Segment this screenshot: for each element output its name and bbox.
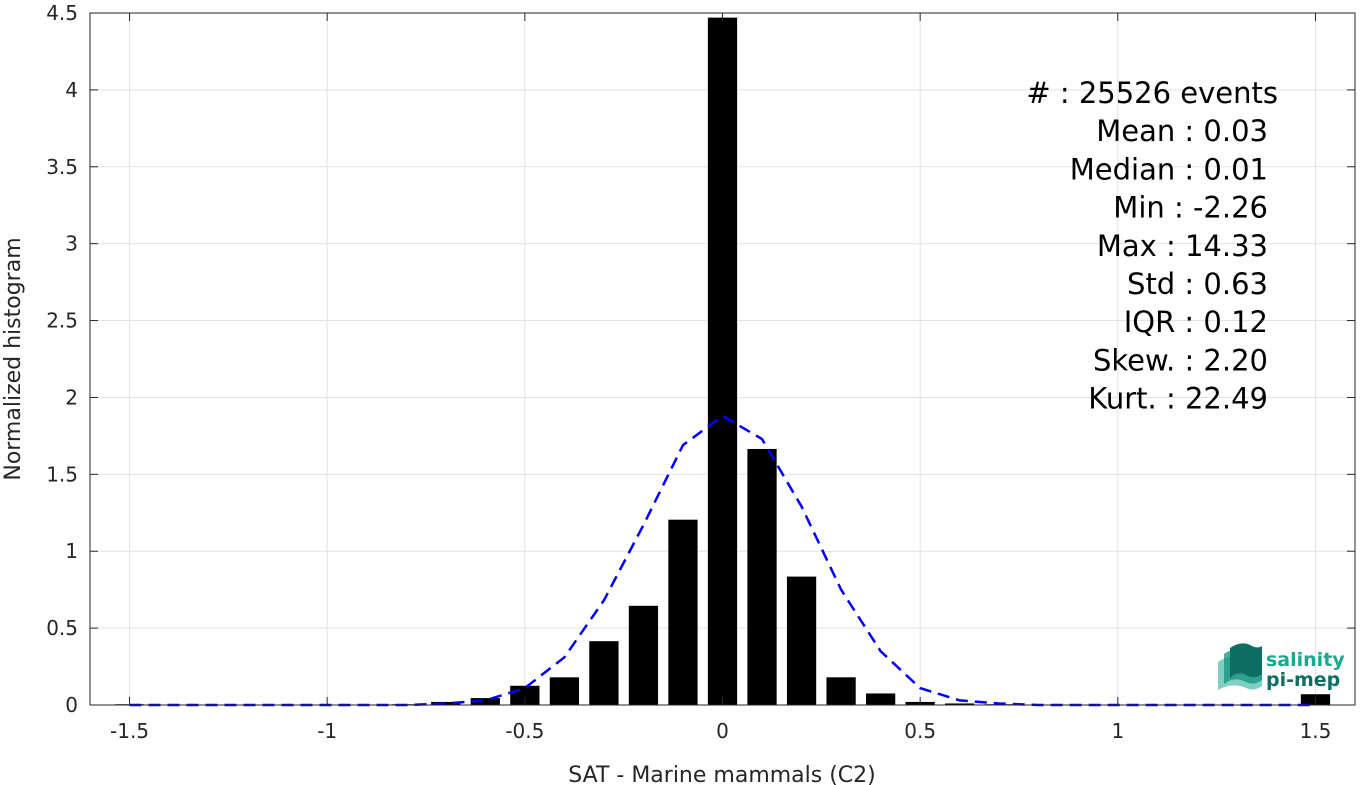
y-tick-label: 0 (65, 693, 78, 717)
histogram-bar (707, 17, 738, 705)
stats-box: # : 25526 events Mean : 0.03 Median : 0.01… (1026, 76, 1278, 416)
y-tick-label: 2 (65, 385, 78, 409)
logo-wave-icon (1218, 643, 1262, 690)
x-tick-label: 1 (1111, 719, 1124, 743)
stat-line: Std : 0.63 (1127, 267, 1268, 301)
histogram-bar (549, 677, 580, 705)
histogram-bar (628, 605, 659, 705)
stat-line: Skew. : 2.20 (1093, 343, 1268, 377)
salinity-pi-mep-logo: salinity pi-mep (1218, 643, 1345, 691)
histogram-bar (431, 701, 461, 705)
histogram-bars (114, 17, 1331, 706)
logo-line2: pi-mep (1266, 669, 1340, 691)
stat-line: Mean : 0.03 (1096, 114, 1268, 148)
y-tick-label: 4 (65, 78, 78, 102)
y-tick-label: 2.5 (46, 309, 78, 333)
x-tick-label: 0.5 (904, 719, 936, 743)
stat-line: Median : 0.01 (1070, 152, 1268, 186)
y-tick-label: 4.5 (46, 1, 78, 25)
axis-ticks: -1.5 -1 -0.5 0 0.5 1 1.5 0 0.5 1 1.5 2 2.5 3 3.5 4 4.5 (46, 1, 1355, 743)
y-axis-label: Normalized histogram (1, 237, 26, 480)
y-tick-label: 3.5 (46, 155, 78, 179)
y-tick-label: 1.5 (46, 462, 78, 486)
y-tick-label: 3 (65, 232, 78, 256)
y-tick-label: 1 (65, 539, 78, 563)
histogram-bar (668, 519, 698, 705)
y-tick-label: 0.5 (46, 616, 78, 640)
stat-line: IQR : 0.12 (1124, 305, 1268, 339)
logo-line1: salinity (1266, 649, 1345, 671)
x-tick-label: 1.5 (1300, 719, 1332, 743)
stat-line: Kurt. : 22.49 (1088, 382, 1268, 416)
x-tick-label: -1.5 (110, 719, 149, 743)
x-tick-label: -1 (317, 719, 337, 743)
histogram-bar (747, 448, 777, 705)
histogram-bar (865, 693, 896, 705)
x-tick-label: 0 (716, 719, 729, 743)
histogram-bar (589, 641, 619, 705)
histogram-bar (470, 698, 500, 705)
x-axis-label: SAT - Marine mammals (C2) (568, 763, 876, 785)
histogram-bar (826, 677, 856, 705)
stat-line: Max : 14.33 (1097, 229, 1268, 263)
stat-line: Min : -2.26 (1113, 191, 1268, 225)
histogram-bar (945, 703, 975, 705)
x-tick-label: -0.5 (505, 719, 544, 743)
histogram-bar (786, 576, 817, 705)
stat-line: # : 25526 events (1026, 76, 1278, 110)
